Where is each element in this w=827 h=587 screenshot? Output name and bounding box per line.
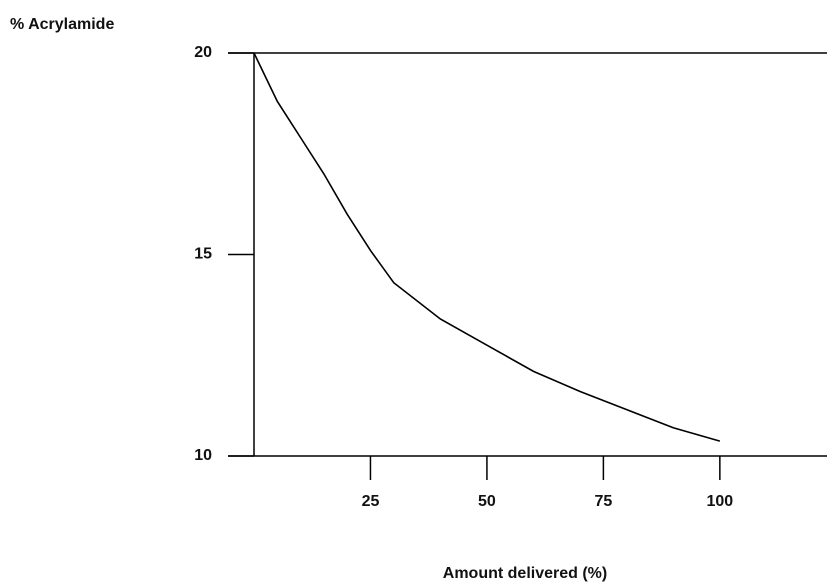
curve [253, 52, 721, 442]
x-tick-label: 50 [478, 493, 496, 510]
y-tick-label: 15 [194, 246, 212, 263]
x-tick-label: 25 [362, 493, 380, 510]
x-tick-label: 75 [594, 493, 612, 510]
y-axis-title: % Acrylamide [10, 16, 114, 33]
y-tick-label: 10 [194, 447, 212, 464]
y-tick-label: 20 [194, 44, 212, 61]
x-tick-label: 100 [707, 493, 734, 510]
x-axis-title: Amount delivered (%) [443, 565, 607, 582]
